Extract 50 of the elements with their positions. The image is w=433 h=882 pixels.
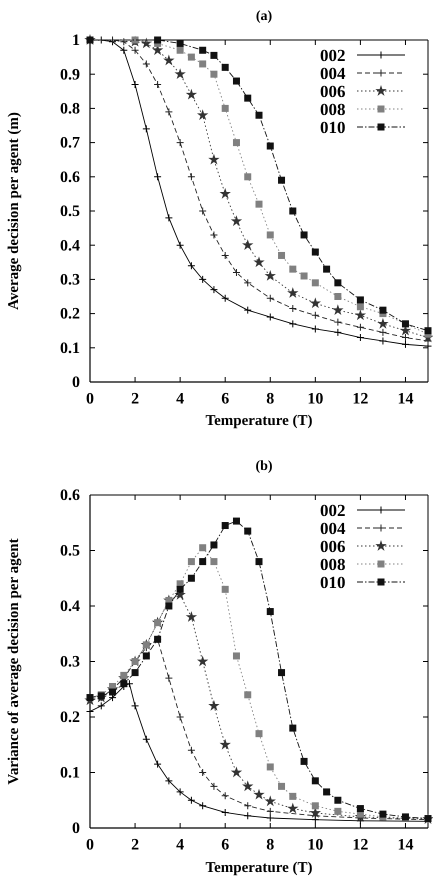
y-tick-label: 0.5 (60, 542, 80, 560)
y-tick-label: 0.4 (60, 598, 80, 616)
x-tick-label: 0 (86, 390, 94, 408)
y-tick-label: 0.9 (60, 66, 80, 84)
y-tick-label: 0 (72, 820, 80, 838)
y-tick-label: 1 (72, 32, 80, 50)
legend-label: 004 (320, 519, 346, 538)
x-tick-label: 8 (266, 390, 274, 408)
x-tick-label: 6 (221, 836, 230, 854)
x-tick-label: 4 (176, 836, 184, 854)
y-tick-label: 0 (72, 374, 80, 392)
x-tick-label: 14 (397, 836, 414, 854)
legend-label: 004 (320, 64, 346, 83)
y-tick-label: 0.6 (60, 168, 80, 186)
x-tick-label: 12 (352, 836, 368, 854)
y-tick-label: 0.3 (60, 654, 80, 671)
chart-title: (a) (256, 9, 272, 24)
x-tick-label: 10 (307, 390, 324, 408)
x-axis-title: Temperature (T) (205, 860, 313, 876)
y-tick-label: 0.8 (60, 100, 80, 118)
x-tick-label: 6 (221, 390, 230, 408)
x-tick-label: 14 (397, 390, 414, 408)
x-tick-label: 2 (131, 836, 140, 854)
x-axis-title: Temperature (T) (205, 413, 313, 429)
x-tick-label: 10 (307, 836, 324, 854)
y-tick-label: 0.7 (60, 134, 80, 152)
y-tick-label: 0.4 (60, 237, 80, 254)
legend-label: 006 (320, 82, 346, 101)
y-tick-label: 0.6 (60, 487, 80, 504)
x-tick-label: 12 (352, 390, 368, 408)
legend-label: 010 (320, 573, 346, 592)
legend-label: 002 (320, 501, 346, 520)
y-tick-label: 0.1 (60, 340, 80, 357)
legend-label: 008 (320, 555, 346, 574)
legend-label: 006 (320, 537, 346, 556)
x-tick-label: 0 (86, 836, 94, 854)
y-tick-label: 0.5 (60, 203, 80, 220)
chart-title: (b) (255, 459, 273, 474)
legend-label: 010 (320, 118, 346, 137)
y-tick-label: 0.1 (60, 764, 80, 782)
y-axis-title: Variance of average decision per agent (6, 538, 22, 785)
y-tick-label: 0.3 (60, 272, 80, 289)
legend-label: 008 (320, 100, 346, 119)
x-tick-label: 4 (176, 390, 184, 408)
x-tick-label: 8 (266, 836, 274, 854)
legend-label: 002 (320, 46, 346, 65)
x-tick-label: 2 (131, 390, 140, 408)
y-tick-label: 0.2 (60, 709, 80, 726)
y-axis-title: Average decision per agent (m) (6, 112, 22, 310)
y-tick-label: 0.2 (60, 306, 80, 323)
